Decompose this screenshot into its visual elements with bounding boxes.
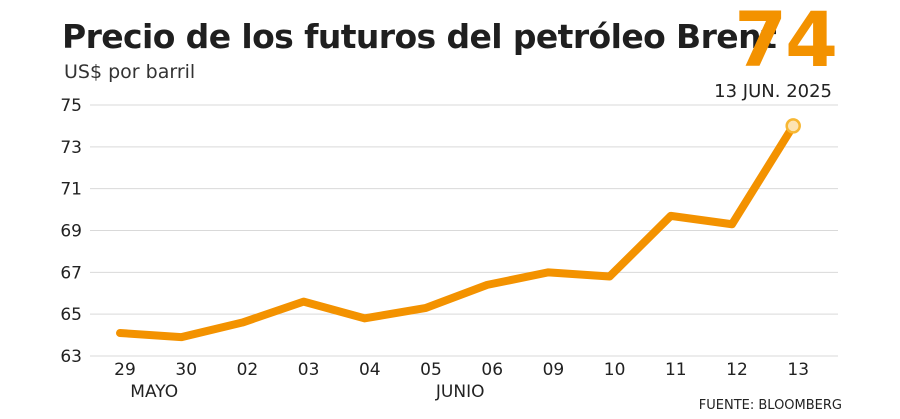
latest-date: 13 JUN. 2025 [714,81,832,102]
y-axis: 63 65 67 69 71 73 75 [60,96,82,367]
month-label: MAYO [130,382,178,402]
y-tick-label: 71 [60,180,82,200]
x-tick-label: 29 [114,360,136,380]
x-tick-label: 13 [787,360,809,380]
y-tick-label: 75 [60,96,82,116]
x-tick-label: 12 [726,360,748,380]
latest-value: 74 [734,0,838,84]
y-tick-label: 73 [60,138,82,158]
series-line [116,121,798,342]
chart-subtitle: US$ por barril [64,61,196,83]
y-tick-label: 69 [60,222,82,242]
x-tick-label: 03 [298,360,320,380]
x-tick-label: 02 [237,360,259,380]
gridlines [90,104,838,357]
x-tick-label: 11 [665,360,687,380]
y-tick-label: 63 [60,347,82,367]
latest-point-marker [785,118,801,134]
x-axis: 29 30 02 03 04 05 06 09 10 11 12 13 MAYO JUNIO [114,360,809,402]
month-label: JUNIO [435,382,485,402]
x-tick-label: 09 [543,360,565,380]
chart-title: Precio de los futuros del petróleo Brent [62,17,777,56]
series-layer [116,118,801,342]
y-tick-label: 65 [60,305,82,325]
x-tick-label: 30 [175,360,197,380]
x-tick-label: 10 [604,360,626,380]
x-tick-label: 06 [481,360,503,380]
source-note: FUENTE: BLOOMBERG [698,398,842,413]
x-tick-label: 05 [420,360,442,380]
x-tick-label: 04 [359,360,381,380]
y-tick-label: 67 [60,263,82,283]
